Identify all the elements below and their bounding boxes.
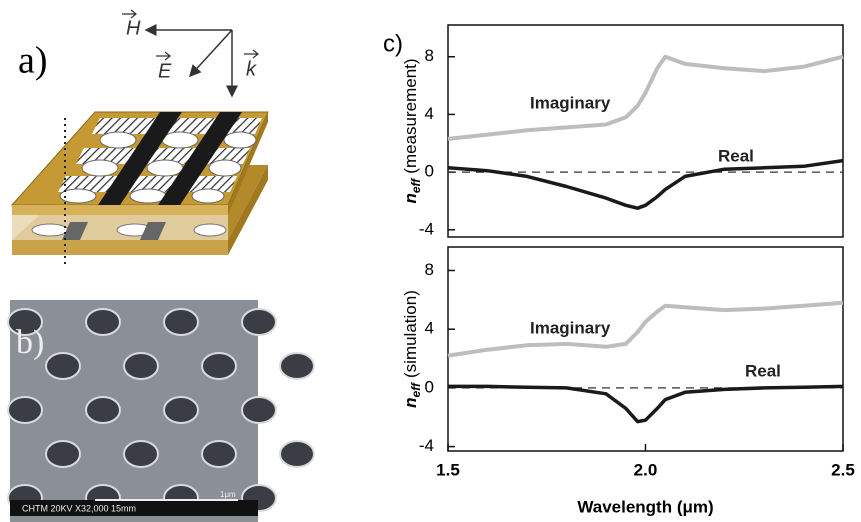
y-label-text: (simulation) — [401, 290, 420, 378]
y-tick-label: -4 — [419, 436, 434, 455]
panel-b: b) 1μm CHTM 20KV X32,000 15mm — [8, 300, 314, 522]
y-tick-label: -4 — [419, 219, 434, 238]
y-tick-label: 8 — [425, 260, 434, 279]
sem-image — [10, 300, 258, 522]
series-line — [448, 303, 843, 356]
y-label-symbol: n — [401, 397, 420, 407]
series-line — [448, 386, 843, 421]
panel-label: c) — [383, 30, 403, 57]
h-label: H — [126, 17, 141, 39]
y-axis-label: neff (measurement) — [401, 58, 423, 203]
annotation: Imaginary — [530, 318, 611, 337]
series-line — [448, 161, 843, 209]
vector-arrows — [122, 10, 258, 60]
x-axis-label: Wavelength (μm) — [577, 497, 713, 516]
y-label-symbol: n — [401, 193, 420, 203]
panel-label: a) — [18, 40, 48, 82]
x-tick-label: 1.5 — [436, 460, 460, 479]
x-tick-label: 2.0 — [634, 460, 658, 479]
bottom-plate-edge — [12, 240, 228, 255]
e-label: E — [158, 60, 172, 82]
y-label-subscript: eff — [409, 382, 423, 397]
scale-caption: CHTM 20KV X32,000 15mm — [22, 503, 136, 513]
panel-label: b) — [16, 324, 44, 361]
annotation: Real — [745, 361, 781, 380]
series-line — [448, 57, 843, 139]
y-label-text: (measurement) — [401, 58, 420, 173]
annotation: Real — [718, 146, 754, 165]
top-plate-edge — [12, 205, 228, 215]
y-label-subscript: eff — [409, 178, 423, 193]
y-tick-label: 0 — [425, 162, 434, 181]
scale-length: 1μm — [220, 490, 236, 499]
y-tick-label: 4 — [425, 104, 434, 123]
e-arrow — [190, 30, 232, 76]
annotation: Imaginary — [530, 93, 611, 112]
y-axis-label: neff (simulation) — [401, 290, 423, 408]
k-label: k — [246, 58, 257, 80]
y-tick-label: 4 — [425, 319, 434, 338]
figure: a) H E k — [0, 0, 861, 522]
y-tick-label: 0 — [425, 377, 434, 396]
x-tick-label: 2.5 — [831, 460, 855, 479]
panel-a: a) H E k — [12, 10, 268, 268]
y-tick-label: 8 — [425, 46, 434, 65]
